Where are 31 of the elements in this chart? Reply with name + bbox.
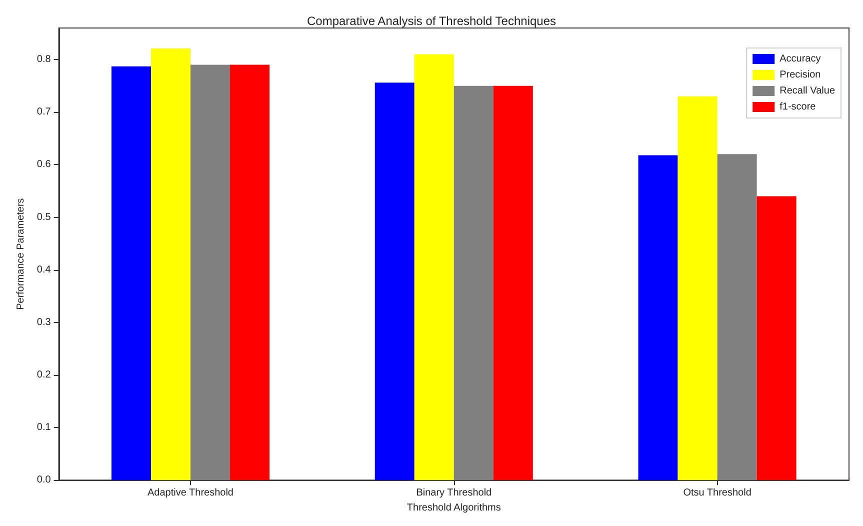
y-tick-label: 0.7 xyxy=(36,106,52,118)
y-tick-label: 0.8 xyxy=(36,54,52,66)
bar xyxy=(230,64,270,480)
y-axis-title: Performance Parameters xyxy=(16,198,26,310)
bar xyxy=(678,96,718,480)
x-tick-label: Binary Threshold xyxy=(416,488,492,499)
y-tick-label: 0.3 xyxy=(36,316,52,328)
legend-label: f1-score xyxy=(780,102,816,112)
bar xyxy=(493,86,533,480)
y-tick-label: 0.6 xyxy=(36,159,52,170)
legend-label: Recall Value xyxy=(780,86,836,96)
y-tick-label: 0.5 xyxy=(36,212,52,223)
chart-title: Comparative Analysis of Threshold Techniques xyxy=(306,14,556,28)
legend-label: Precision xyxy=(780,70,821,80)
y-tick-label: 0.1 xyxy=(36,422,52,434)
bar xyxy=(374,82,414,480)
bar xyxy=(190,64,230,480)
y-tick-label: 0.2 xyxy=(36,369,52,380)
y-tick-label: 0.0 xyxy=(36,474,52,486)
x-axis-title: Threshold Algorithms xyxy=(406,502,501,514)
bar xyxy=(414,54,454,480)
bar xyxy=(638,155,678,480)
bar xyxy=(111,66,151,480)
legend-label: Accuracy xyxy=(780,54,821,64)
bar xyxy=(717,154,757,480)
x-tick-label: Adaptive Threshold xyxy=(148,488,234,499)
bar xyxy=(756,196,796,480)
x-tick-label: Otsu Threshold xyxy=(683,488,752,499)
bar xyxy=(454,86,494,480)
y-tick-label: 0.4 xyxy=(36,264,52,276)
bar xyxy=(150,48,190,480)
